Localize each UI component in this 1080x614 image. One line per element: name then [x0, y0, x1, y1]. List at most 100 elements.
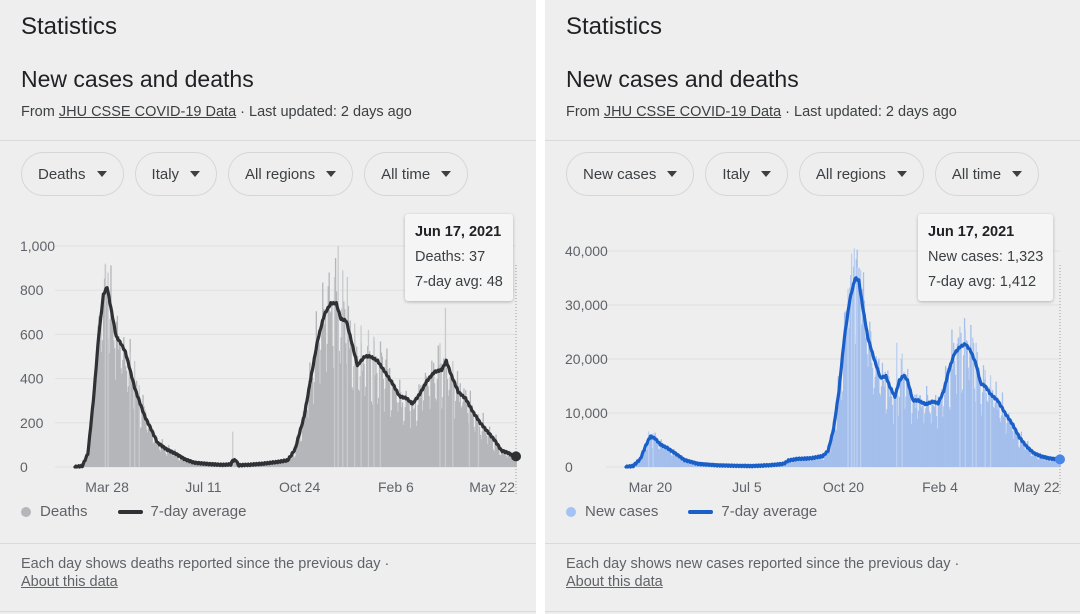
daily-bar: [965, 340, 968, 467]
spike-bar: [647, 431, 650, 467]
daily-bar: [462, 401, 464, 467]
daily-bar: [650, 439, 653, 467]
daily-bar: [100, 322, 102, 467]
daily-bar: [494, 438, 496, 467]
daily-bar: [863, 300, 866, 467]
daily-bar: [665, 450, 667, 467]
daily-bar: [822, 459, 824, 467]
daily-bar: [411, 405, 413, 467]
filter-dropdown-all-time[interactable]: All time: [364, 152, 469, 196]
daily-bar: [1001, 392, 1004, 467]
daily-bar: [641, 450, 644, 467]
daily-bar: [693, 463, 695, 467]
daily-bar: [1037, 459, 1040, 467]
daily-bar: [923, 423, 925, 467]
daily-bar: [677, 458, 680, 467]
daily-bar: [475, 413, 477, 467]
daily-bar: [949, 409, 951, 467]
daily-bar: [815, 460, 818, 467]
daily-bar: [418, 384, 420, 467]
daily-bar: [1018, 448, 1021, 467]
daily-bar: [922, 406, 924, 467]
spike-bar: [652, 433, 654, 467]
daily-bar: [481, 431, 483, 467]
daily-bar: [999, 418, 1001, 467]
daily-bar: [1027, 445, 1030, 467]
filter-dropdown-new-cases[interactable]: New cases: [566, 152, 695, 196]
daily-bar: [459, 383, 461, 467]
daily-bar: [819, 458, 821, 467]
daily-bar: [303, 420, 306, 467]
daily-bar: [974, 401, 977, 467]
daily-bar: [90, 431, 92, 467]
daily-bar: [436, 379, 439, 467]
daily-bar: [398, 402, 400, 467]
x-tick-label: Jul 11: [185, 479, 222, 495]
daily-bar: [262, 464, 264, 467]
daily-bar: [429, 409, 431, 467]
daily-bar: [407, 398, 409, 467]
daily-bar: [87, 453, 89, 467]
spike-bar: [859, 269, 862, 467]
chart-area[interactable]: 0 200 400 600 800 1,000 Mar 28 Jul 11 Oct 24 Feb …: [0, 205, 536, 505]
about-this-data-link[interactable]: About this data: [21, 574, 118, 590]
daily-bar: [1022, 445, 1024, 467]
daily-bar: [484, 431, 486, 467]
daily-bar: [433, 383, 436, 467]
daily-bar: [327, 286, 329, 467]
daily-bar: [345, 364, 348, 467]
daily-bar: [1018, 446, 1020, 467]
daily-bar: [145, 412, 147, 467]
daily-bar: [814, 459, 816, 467]
daily-bar: [361, 370, 363, 467]
filter-dropdown-italy[interactable]: Italy: [134, 152, 218, 196]
chart-area[interactable]: 0 10,000 20,000 30,000 40,000 Mar 20 Jul 5 Oct …: [545, 205, 1080, 505]
jhu-data-link[interactable]: JHU CSSE COVID-19 Data: [58, 104, 237, 120]
daily-bar: [143, 406, 145, 467]
filter-dropdown-italy[interactable]: Italy: [705, 152, 788, 196]
daily-bar: [786, 462, 788, 467]
daily-bar: [283, 460, 285, 467]
daily-bar: [491, 440, 494, 467]
daily-bar: [467, 422, 470, 467]
daily-bar: [140, 427, 142, 467]
daily-bar: [268, 464, 271, 467]
filter-dropdown-deaths[interactable]: Deaths: [21, 152, 124, 196]
daily-bar: [879, 393, 881, 467]
filter-dropdown-all-regions[interactable]: All regions: [228, 152, 354, 196]
daily-bar: [315, 311, 317, 467]
daily-bar: [1047, 458, 1050, 467]
daily-bar: [921, 405, 923, 467]
daily-bar: [158, 449, 161, 467]
daily-bar: [478, 427, 481, 467]
daily-bar: [909, 396, 912, 467]
daily-bar: [102, 305, 105, 467]
daily-bar: [848, 328, 850, 467]
daily-bar: [419, 398, 421, 467]
daily-bar: [353, 366, 355, 467]
daily-bar: [325, 372, 328, 467]
daily-bar: [802, 457, 804, 467]
daily-bar: [155, 435, 157, 467]
daily-bar: [190, 463, 193, 467]
filter-dropdown-all-regions[interactable]: All regions: [798, 152, 924, 196]
daily-bar: [316, 352, 318, 467]
daily-bar: [861, 288, 864, 467]
daily-bar: [382, 378, 384, 467]
daily-bar: [137, 403, 140, 467]
daily-bar: [189, 461, 191, 467]
daily-bar: [799, 458, 801, 467]
about-this-data-link[interactable]: About this data: [566, 574, 663, 590]
daily-bar: [185, 462, 187, 467]
daily-bar: [671, 455, 673, 467]
spike-bar: [468, 407, 470, 467]
daily-bar: [800, 458, 802, 467]
daily-bar: [898, 397, 901, 467]
daily-bar: [109, 319, 111, 467]
daily-bar: [286, 460, 288, 467]
daily-bar: [1055, 460, 1058, 467]
daily-bar: [389, 367, 391, 467]
filter-dropdown-all-time[interactable]: All time: [934, 152, 1040, 196]
jhu-data-link[interactable]: JHU CSSE COVID-19 Data: [603, 104, 782, 120]
spike-bar: [901, 353, 903, 467]
